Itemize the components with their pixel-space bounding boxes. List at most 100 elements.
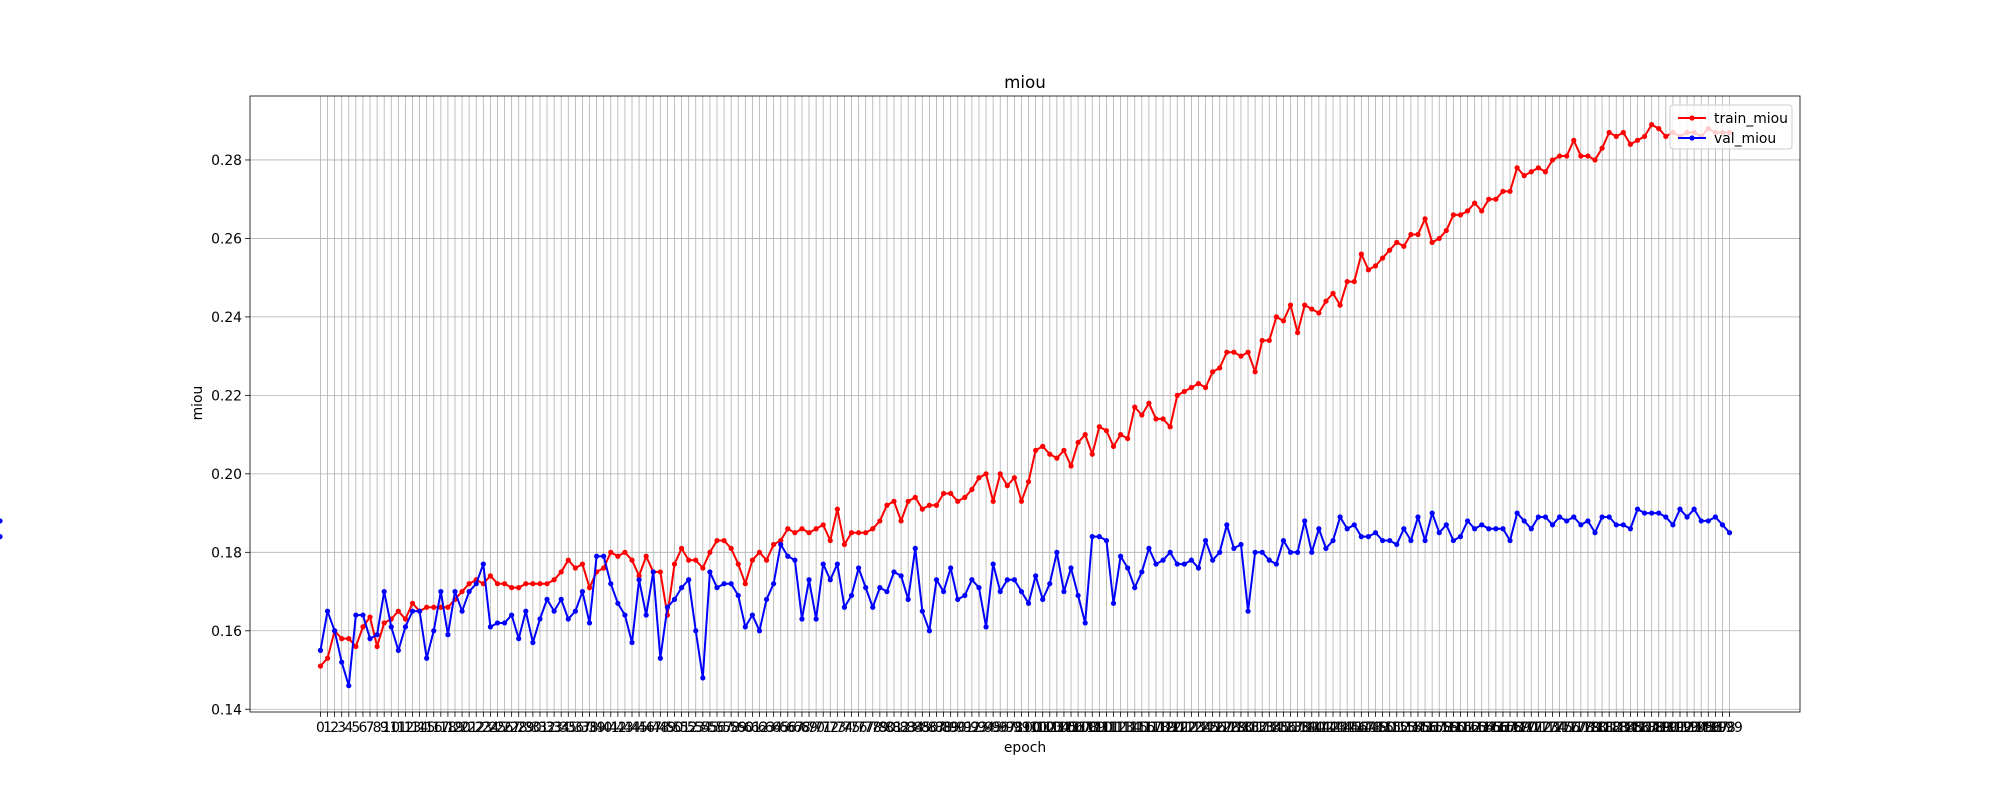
data-point [1514,510,1520,516]
x-tick-label: 47 [644,720,662,736]
data-point [792,530,798,536]
data-point [1379,255,1386,261]
data-point [409,608,416,614]
data-point [1613,133,1619,140]
data-point [1110,443,1117,449]
data-point [1620,522,1626,528]
data-point [1330,537,1336,544]
data-point [1564,518,1570,524]
x-tick-label: 18 [439,720,457,736]
data-point [1125,435,1131,442]
x-tick-label: 53 [687,720,705,736]
data-point [997,588,1003,595]
data-point [962,592,968,599]
data-point [1670,522,1676,528]
data-point [1592,157,1598,163]
data-point [1224,522,1230,528]
data-point [424,655,430,661]
x-tick-label: 125 [1192,720,1219,736]
data-point [1266,337,1272,344]
data-point [317,647,324,654]
y-tick-label: 0.20 [211,467,242,483]
data-point [1273,314,1279,320]
data-point [962,494,968,500]
data-point [671,596,678,602]
data-point [763,596,770,602]
data-point [870,604,876,610]
legend-label: train_miou [1714,111,1788,127]
data-point [728,581,734,587]
data-point [1302,302,1308,308]
data-point [1047,451,1053,457]
x-tick-label: 74 [836,720,854,736]
data-point [841,541,848,548]
data-point [983,471,989,477]
data-point [466,588,472,595]
x-tick-label: 88 [935,720,953,736]
x-tick-label: 112 [1100,720,1127,736]
x-tick-label: 36 [567,720,585,736]
data-point [395,608,401,614]
data-point [1330,290,1336,296]
data-point [778,537,784,544]
x-tick-label: 27 [503,720,521,736]
data-point [1599,514,1605,520]
x-tick-label: 136 [1270,720,1297,736]
x-tick-label: 124 [1185,720,1212,736]
data-point [792,557,798,563]
data-point [820,561,826,567]
data-point [1287,549,1294,555]
data-point [693,628,699,634]
data-point [324,608,331,614]
data-point [516,636,522,642]
x-tick-label: 156 [1412,720,1439,736]
data-point [1231,545,1237,551]
data-point [848,530,855,536]
data-point [360,624,366,630]
x-tick-label: 184 [1610,720,1637,736]
x-tick-label: 60 [736,720,754,736]
data-point [1018,498,1025,504]
data-point [579,588,586,595]
data-point [1634,506,1641,512]
data-point [487,624,493,630]
data-point [1599,145,1605,151]
data-point [926,502,933,508]
x-tick-label: 24 [482,720,500,736]
x-tick-label: 35 [559,720,577,736]
data-point [622,612,628,618]
data-point [1117,432,1124,438]
data-point [459,588,465,595]
x-tick-label: 100 [1015,720,1042,736]
x-tick-label: 123 [1178,720,1205,736]
data-point [402,624,409,630]
x-tick-label: 108 [1072,720,1099,736]
data-point [636,573,642,579]
x-tick-label: 8 [373,720,382,736]
data-point [1153,416,1159,422]
data-point [1273,561,1279,567]
x-tick-label: 40 [595,720,613,736]
x-tick-label: 120 [1157,720,1184,736]
data-point [374,643,380,650]
data-point [1295,329,1301,336]
data-point [1068,463,1074,469]
x-tick-label: 76 [850,720,868,736]
data-point [1047,581,1053,587]
data-point [1188,384,1195,391]
x-tick-label: 192 [1667,720,1694,736]
data-point [1125,565,1131,571]
data-point [1174,392,1180,398]
data-point [551,608,557,614]
data-point [1457,534,1464,540]
x-tick-label: 151 [1376,720,1403,736]
data-point [1309,306,1315,312]
x-tick-label: 89 [942,720,960,736]
data-point [1323,545,1329,551]
data-point [1479,208,1485,214]
data-point [1181,388,1187,395]
x-axis-label: epoch [1004,740,1046,756]
data-point [1571,514,1577,520]
x-tick-label: 21 [460,720,478,736]
data-point [1557,153,1563,159]
